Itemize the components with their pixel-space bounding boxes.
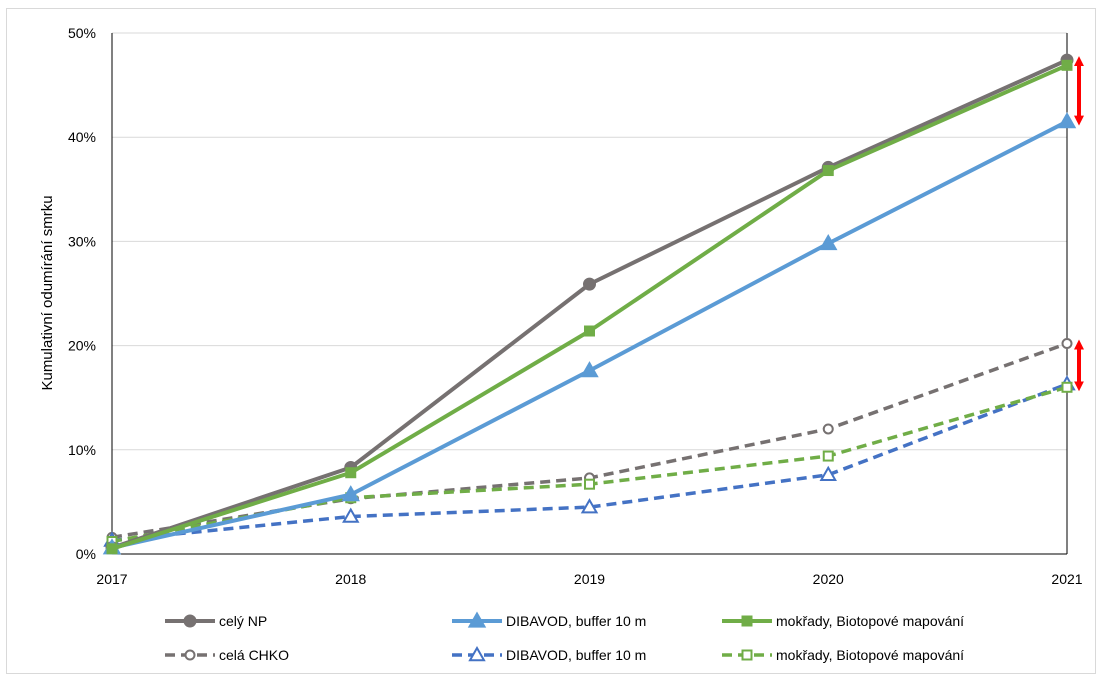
y-tick-label: 40% <box>68 129 96 145</box>
legend-item: DIBAVOD, buffer 10 m <box>452 611 646 629</box>
data-point <box>341 485 360 502</box>
data-point <box>467 611 487 628</box>
y-tick-label: 20% <box>68 338 96 354</box>
legend-label: DIBAVOD, buffer 10 m <box>506 613 646 629</box>
data-point <box>822 450 834 462</box>
x-tick-label: 2017 <box>96 571 127 587</box>
data-point <box>183 614 197 628</box>
legend-label: mokřady, Biotopové mapování <box>776 647 964 663</box>
data-point <box>741 649 753 661</box>
data-point <box>468 645 486 662</box>
legend-label: celý NP <box>219 613 267 629</box>
legend-label: DIBAVOD, buffer 10 m <box>506 647 646 663</box>
data-point <box>584 478 595 490</box>
legend-label: celá CHKO <box>219 647 289 663</box>
legend-item: mokřady, Biotopové mapování <box>722 647 964 663</box>
legend-item: celý NP <box>165 613 267 629</box>
series-2 <box>106 59 1073 555</box>
data-point <box>819 233 838 251</box>
data-point <box>345 467 357 479</box>
series-line <box>111 382 1068 543</box>
y-tick-label: 0% <box>76 546 96 562</box>
series-5 <box>106 381 1073 547</box>
legend-item: celá CHKO <box>165 647 289 663</box>
data-point <box>1061 338 1073 350</box>
series-layer <box>102 53 1077 555</box>
data-point <box>819 465 837 482</box>
data-point <box>822 423 834 435</box>
tick-labels: 0% 10% 20% 30% 40% 50% 2017 2018 2019 2020 2021 <box>68 25 1083 587</box>
y-tick-label: 10% <box>68 442 96 458</box>
x-tick-label: 2018 <box>335 571 366 587</box>
chart-frame <box>6 8 1096 674</box>
data-point <box>580 498 599 514</box>
y-axis-label: Kumulativní odumírání smrku <box>39 195 56 390</box>
data-point <box>583 277 596 291</box>
legend-item: mokřady, Biotopové mapování <box>722 613 964 629</box>
series-4 <box>103 375 1076 547</box>
legend: celý NP DIBAVOD, buffer 10 m mokřady, Biot… <box>165 611 964 663</box>
series-line <box>111 385 1068 544</box>
grid <box>112 32 1067 451</box>
y-tick-label: 50% <box>68 25 96 41</box>
data-point <box>342 507 360 523</box>
x-tick-label: 2021 <box>1051 571 1082 587</box>
data-point <box>184 649 196 661</box>
data-point <box>1061 59 1073 71</box>
data-point <box>741 615 753 627</box>
legend-item: DIBAVOD, buffer 10 m <box>452 645 646 663</box>
data-point <box>822 165 834 177</box>
data-point <box>1061 381 1073 393</box>
data-point <box>584 325 595 337</box>
x-tick-label: 2020 <box>813 571 844 587</box>
y-tick-label: 30% <box>68 233 96 249</box>
data-point <box>580 361 599 378</box>
x-tick-label: 2019 <box>574 571 605 587</box>
legend-label: mokřady, Biotopové mapování <box>776 613 964 629</box>
data-point <box>1057 112 1077 129</box>
data-point <box>106 543 118 555</box>
